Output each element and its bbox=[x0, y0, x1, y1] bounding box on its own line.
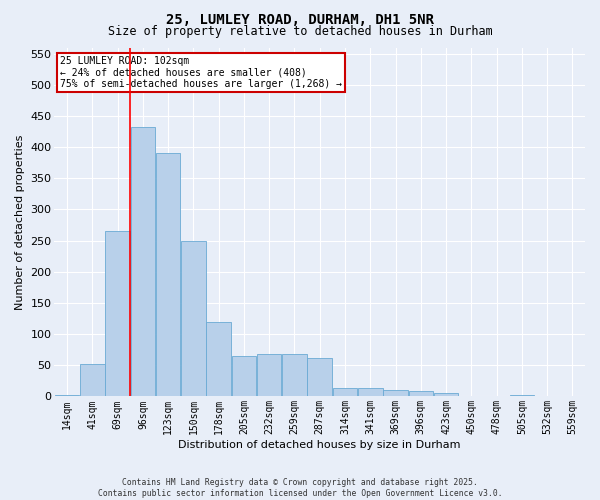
Text: 25, LUMLEY ROAD, DURHAM, DH1 5NR: 25, LUMLEY ROAD, DURHAM, DH1 5NR bbox=[166, 12, 434, 26]
X-axis label: Distribution of detached houses by size in Durham: Distribution of detached houses by size … bbox=[178, 440, 461, 450]
Bar bbox=[181, 240, 206, 396]
Bar bbox=[282, 354, 307, 397]
Y-axis label: Number of detached properties: Number of detached properties bbox=[15, 134, 25, 310]
Bar bbox=[383, 390, 408, 396]
Bar bbox=[333, 388, 357, 396]
Bar bbox=[307, 358, 332, 397]
Text: 25 LUMLEY ROAD: 102sqm
← 24% of detached houses are smaller (408)
75% of semi-de: 25 LUMLEY ROAD: 102sqm ← 24% of detached… bbox=[60, 56, 342, 90]
Bar bbox=[409, 392, 433, 396]
Bar bbox=[257, 354, 281, 397]
Bar bbox=[80, 364, 104, 396]
Bar bbox=[106, 232, 130, 396]
Bar bbox=[206, 322, 231, 396]
Bar bbox=[156, 154, 181, 396]
Text: Size of property relative to detached houses in Durham: Size of property relative to detached ho… bbox=[107, 25, 493, 38]
Bar bbox=[358, 388, 383, 396]
Bar bbox=[131, 126, 155, 396]
Bar bbox=[55, 394, 79, 396]
Bar bbox=[509, 395, 534, 396]
Bar bbox=[434, 394, 458, 396]
Bar bbox=[232, 356, 256, 397]
Text: Contains HM Land Registry data © Crown copyright and database right 2025.
Contai: Contains HM Land Registry data © Crown c… bbox=[98, 478, 502, 498]
